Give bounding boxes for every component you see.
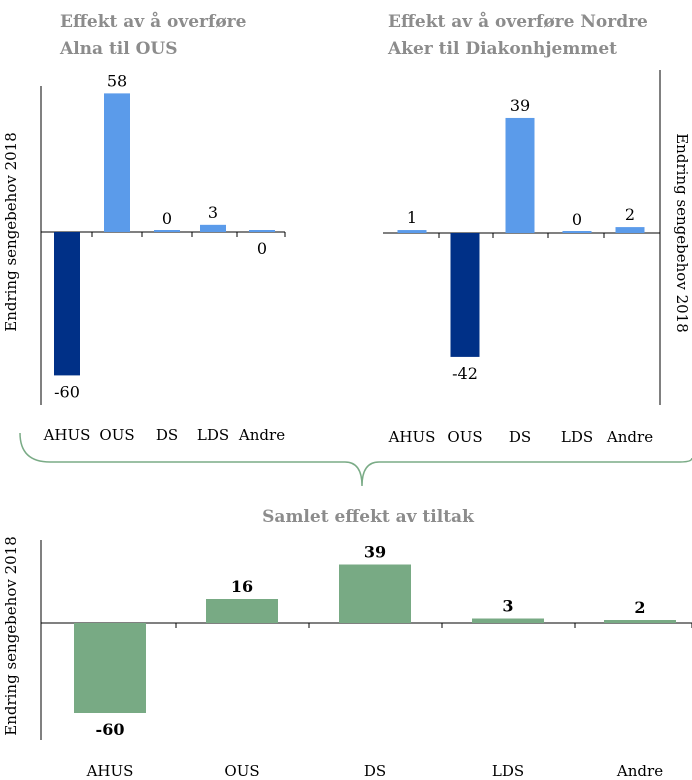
- data-label-ahus: -60: [54, 382, 80, 401]
- bar-andre: [249, 230, 275, 232]
- data-label-ds: 0: [162, 209, 172, 228]
- category-label-ahus: AHUS: [86, 762, 134, 780]
- data-label-ahus: 1: [407, 208, 417, 227]
- y-axis-label: Endring sengebehov 2018: [2, 132, 20, 332]
- category-label-lds: LDS: [492, 762, 524, 780]
- data-label-ahus: -60: [96, 720, 125, 739]
- category-label-ous: OUS: [224, 762, 259, 780]
- data-label-lds: 3: [208, 203, 218, 222]
- category-label-ous: OUS: [99, 426, 134, 444]
- brace-connector: [19, 432, 692, 487]
- bar-lds: [472, 618, 544, 623]
- data-label-andre: 0: [257, 239, 267, 258]
- data-label-andre: 2: [634, 598, 645, 617]
- data-label-ous: -42: [452, 364, 478, 383]
- data-label-ds: 39: [510, 96, 530, 115]
- bar-andre: [615, 227, 645, 233]
- bar-lds: [562, 231, 592, 233]
- chart-nordre-aker-to-diakonhjemmet: Effekt av å overføre Nordre Aker til Diak…: [383, 11, 691, 446]
- category-label-andre: Andre: [616, 762, 663, 780]
- category-label-ds: DS: [364, 762, 386, 780]
- data-label-lds: 0: [572, 210, 582, 229]
- data-label-andre: 2: [625, 205, 635, 224]
- bar-ahus: [54, 232, 80, 376]
- y-axis-label: Endring sengebehov 2018: [673, 133, 691, 333]
- category-label-andre: Andre: [238, 426, 285, 444]
- bar-ds: [339, 564, 411, 623]
- category-label-ds: DS: [509, 428, 531, 446]
- category-label-andre: Andre: [606, 428, 653, 446]
- category-label-ahus: AHUS: [388, 428, 436, 446]
- bar-ous: [206, 599, 278, 623]
- category-label-lds: LDS: [197, 426, 229, 444]
- category-label-ds: DS: [156, 426, 178, 444]
- chart-title-line: Aker til Diakonhjemmet: [387, 39, 617, 59]
- chart-title-line: Effekt av å overføre: [60, 11, 247, 32]
- bar-ahus: [74, 623, 146, 713]
- chart-title-line: Samlet effekt av tiltak: [262, 507, 475, 527]
- data-label-ds: 39: [364, 543, 386, 562]
- category-label-ahus: AHUS: [43, 426, 91, 444]
- data-label-ous: 58: [107, 71, 127, 90]
- bar-ous: [450, 233, 480, 357]
- data-label-ous: 16: [231, 577, 253, 596]
- bar-ous: [104, 93, 130, 232]
- bar-ds: [505, 117, 535, 233]
- bar-ahus: [397, 230, 427, 233]
- y-axis-label: Endring sengebehov 2018: [2, 536, 20, 736]
- chart-title-line: Alna til OUS: [59, 39, 178, 59]
- data-label-lds: 3: [502, 597, 513, 616]
- category-label-ous: OUS: [447, 428, 482, 446]
- bar-lds: [200, 224, 226, 232]
- chart-alna-to-ous: Effekt av å overføre Alna til OUS Endring …: [2, 11, 286, 444]
- chart-total-effect: Samlet effekt av tiltak Endring sengebeho…: [2, 507, 692, 780]
- bar-ds: [154, 230, 180, 232]
- category-label-lds: LDS: [561, 428, 593, 446]
- chart-title-line: Effekt av å overføre Nordre: [388, 11, 648, 32]
- bar-andre: [604, 620, 676, 623]
